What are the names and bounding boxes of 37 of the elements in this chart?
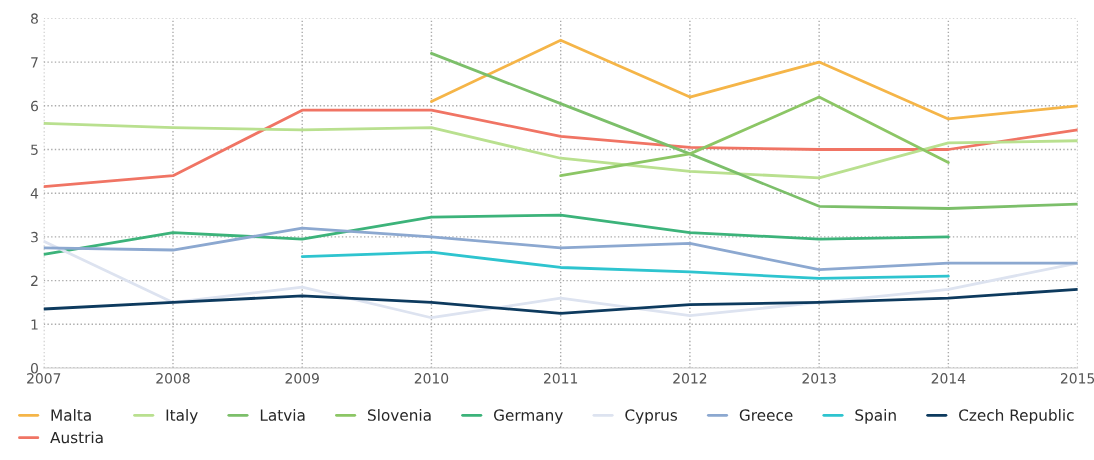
x-tick-label: 2014 <box>931 373 966 384</box>
y-tick-label: 6 <box>31 100 39 112</box>
x-tick-label: 2015 <box>1060 373 1094 384</box>
y-tick-label: 0 <box>30 362 38 374</box>
legend-label: Greece <box>739 409 793 421</box>
x-tick-label: 2012 <box>673 373 707 384</box>
line-series <box>43 287 1078 315</box>
legend-label: Austria <box>50 431 103 444</box>
line-series <box>559 95 950 178</box>
x-tick-label: 2007 <box>27 373 61 384</box>
legend-label: Czech Republic <box>959 409 1074 424</box>
x-tick-label: 2009 <box>285 373 319 384</box>
x-tick-label: 2008 <box>156 373 190 384</box>
line-series <box>43 121 1078 180</box>
y-tick-label: 5 <box>31 144 38 155</box>
line-series <box>43 213 950 256</box>
legend-label: Spain <box>855 409 896 424</box>
y-tick-label: 8 <box>31 13 38 24</box>
legend-label: Slovenia <box>368 409 431 421</box>
line-series <box>43 108 1078 189</box>
y-tick-label: 2 <box>31 275 38 286</box>
x-tick-label: 2010 <box>414 373 449 384</box>
line-series <box>43 226 1078 272</box>
legend-label: Latvia <box>260 409 305 421</box>
line-series <box>430 51 1078 210</box>
y-tick-label: 4 <box>30 188 39 199</box>
legend-label: Italy <box>166 409 198 424</box>
x-tick-label: 2013 <box>802 373 836 384</box>
y-tick-label: 3 <box>31 231 38 243</box>
y-tick-label: 1 <box>31 319 38 330</box>
legend-label: Malta <box>51 409 91 421</box>
line-series <box>430 38 1078 121</box>
legend-label: Germany <box>493 409 563 424</box>
line-series <box>300 250 950 280</box>
legend-label: Cyprus <box>625 409 678 424</box>
x-tick-label: 2011 <box>544 373 578 384</box>
y-tick-label: 7 <box>31 57 38 68</box>
